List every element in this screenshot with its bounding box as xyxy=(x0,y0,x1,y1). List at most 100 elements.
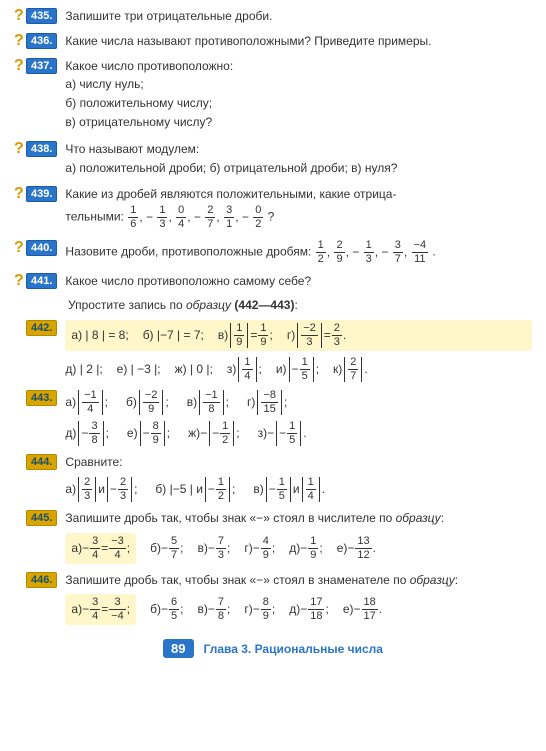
sample-445: а) −34 = −34; xyxy=(65,533,136,564)
text-437: Какое число противоположно: а) числу нул… xyxy=(65,58,532,133)
item: д) −1718; xyxy=(289,597,329,622)
text-441: Какое число противоположно самому себе? xyxy=(65,273,532,290)
badge-436: 436. xyxy=(26,33,57,49)
item: е) −1312. xyxy=(337,536,376,561)
text-443: а) −14; б) −29; в) −18; г) −815; д) −38;… xyxy=(65,390,532,446)
text-440: Назовите дроби, противоположные дробям: … xyxy=(65,240,532,265)
text-439: Какие из дробей являются положительными,… xyxy=(65,186,532,232)
badge-441: 441. xyxy=(26,273,57,289)
badge-435: 435. xyxy=(26,8,57,24)
exercise-443: 443. а) −14; б) −29; в) −18; г) −815; д)… xyxy=(14,390,532,446)
question-icon: ? xyxy=(14,8,24,24)
item: е) | −3 |; xyxy=(117,361,161,378)
badge-444: 444. xyxy=(26,454,57,470)
exercise-442: 442. а) | 8 | = 8; б) |−7 | = 7; в) 19 =… xyxy=(14,320,532,382)
text-442: а) | 8 | = 8; б) |−7 | = 7; в) 19 = 19; … xyxy=(65,320,532,382)
line: в) отрицательному числу? xyxy=(65,114,532,131)
item: ж) | 0 |; xyxy=(175,361,213,378)
line: а) −34 = 3−4; б) −65; в) −78; г) −89; д)… xyxy=(65,594,532,625)
item: з) −−15. xyxy=(258,421,307,446)
exercise-446: 446. Запишите дробь так, чтобы знак «−» … xyxy=(14,572,532,626)
line: а) −14; б) −29; в) −18; г) −815; xyxy=(65,390,532,415)
text-444: Сравните: а) 23 и −23; б) |−5 | и −12; в… xyxy=(65,454,532,502)
line: а) числу нуль; xyxy=(65,76,532,93)
exercise-444: 444. Сравните: а) 23 и −23; б) |−5 | и −… xyxy=(14,454,532,502)
line: Какие из дробей являются положительными,… xyxy=(65,186,532,203)
item: в) 19 = 19; xyxy=(218,323,273,348)
line: Что называют модулем: xyxy=(65,141,532,158)
exercise-439: ? 439. Какие из дробей являются положите… xyxy=(14,186,532,232)
line: тельными: 16, − 13, 04, − 27, 31, − 02 ? xyxy=(65,205,532,230)
label: тельными: xyxy=(65,210,127,224)
instruction-442-443: Упростите запись по образцу (442—443): xyxy=(68,298,532,312)
item: а) 23 и −23; xyxy=(65,477,137,502)
sample-446: а) −34 = 3−4; xyxy=(65,594,136,625)
item: в) −78; xyxy=(198,597,231,622)
item: б) −57; xyxy=(150,536,183,561)
badge-438: 438. xyxy=(26,141,57,157)
item: а) −14; xyxy=(65,390,108,415)
exercise-435: ? 435. Запишите три отрицательные дроби. xyxy=(14,8,532,25)
item: и) −15; xyxy=(276,357,319,382)
badge-437: 437. xyxy=(26,58,57,74)
label: Упростите запись по образцу (442—443): xyxy=(68,298,298,312)
question-icon: ? xyxy=(14,33,24,49)
item: б) −65; xyxy=(150,597,183,622)
line: а) положительной дроби; б) отрицательной… xyxy=(65,160,532,177)
item: в) −73; xyxy=(198,536,231,561)
badge-443: 443. xyxy=(26,390,57,406)
line: д) | 2 |; е) | −3 |; ж) | 0 |; з) 14; и)… xyxy=(65,357,532,382)
item: б) |−7 | = 7; xyxy=(143,327,204,344)
chapter-title: Глава 3. Рациональные числа xyxy=(204,642,383,656)
exercise-436: ? 436. Какие числа называют противополож… xyxy=(14,33,532,50)
line: а) 23 и −23; б) |−5 | и −12; в) −15 и 14… xyxy=(65,477,532,502)
abs: 19 xyxy=(228,323,250,348)
page-footer: 89 Глава 3. Рациональные числа xyxy=(14,639,532,658)
text-438: Что называют модулем: а) положительной д… xyxy=(65,141,532,179)
item: в) −18; xyxy=(187,390,229,415)
item: г) −23 = 23. xyxy=(287,323,346,348)
exercise-440: ? 440. Назовите дроби, противоположные д… xyxy=(14,240,532,265)
item: е) −1817. xyxy=(343,597,382,622)
line: б) положительному числу; xyxy=(65,95,532,112)
question-icon: ? xyxy=(14,186,24,202)
sample-442: а) | 8 | = 8; б) |−7 | = 7; в) 19 = 19; … xyxy=(65,320,532,351)
text-446: Запишите дробь так, чтобы знак «−» стоял… xyxy=(65,572,532,626)
line: Запишите дробь так, чтобы знак «−» стоял… xyxy=(65,510,532,527)
item: в) −15 и 14. xyxy=(253,477,325,502)
line: Запишите дробь так, чтобы знак «−» стоял… xyxy=(65,572,532,589)
text-445: Запишите дробь так, чтобы знак «−» стоял… xyxy=(65,510,532,564)
badge-439: 439. xyxy=(26,186,57,202)
item: г) −89; xyxy=(244,597,275,622)
line: а) −34 = −34; б) −57; в) −73; г) −49; д)… xyxy=(65,533,532,564)
label: в) xyxy=(218,327,228,344)
line: д) −38; е) −89; ж) −−12; з) −−15. xyxy=(65,421,532,446)
question-icon: ? xyxy=(14,141,24,157)
badge-445: 445. xyxy=(26,510,57,526)
fraction-list: 16, − 13, 04, − 27, 31, − 02 xyxy=(127,210,264,224)
abs: −23 xyxy=(295,323,324,348)
label: . xyxy=(432,245,435,259)
badge-446: 446. xyxy=(26,572,57,588)
label: ? xyxy=(268,210,275,224)
exercise-441: ? 441. Какое число противоположно самому… xyxy=(14,273,532,290)
badge-442: 442. xyxy=(26,320,57,336)
question-icon: ? xyxy=(14,58,24,74)
item: б) −29; xyxy=(126,390,169,415)
eq: = xyxy=(250,327,257,344)
question-icon: ? xyxy=(14,273,24,289)
item: д) −38; xyxy=(65,421,108,446)
item: к) 27. xyxy=(333,357,368,382)
item: г) −815; xyxy=(247,390,287,415)
item: д) | 2 |; xyxy=(65,361,102,378)
page-number: 89 xyxy=(163,639,193,658)
item: д) −19; xyxy=(289,536,322,561)
item: г) −49; xyxy=(244,536,275,561)
item: е) −89; xyxy=(127,421,170,446)
item: а) | 8 | = 8; xyxy=(71,327,128,344)
page: ? 435. Запишите три отрицательные дроби.… xyxy=(0,0,546,664)
label: г) xyxy=(287,327,295,344)
fraction-list: 12, 29, − 13, − 37, −411 xyxy=(315,245,429,259)
text-435: Запишите три отрицательные дроби. xyxy=(65,8,532,25)
badge-440: 440. xyxy=(26,240,57,256)
